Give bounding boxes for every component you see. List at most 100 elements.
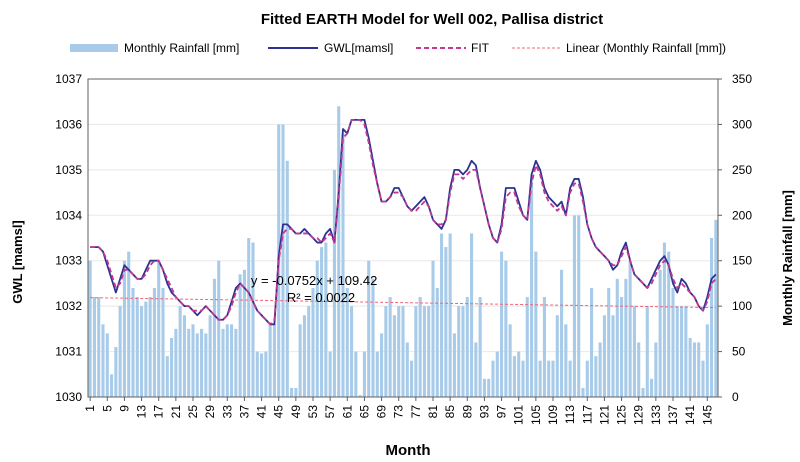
rainfall-bar (174, 328, 178, 397)
y-tick-label: 1036 (55, 117, 82, 131)
rainfall-bar (572, 215, 576, 397)
rainfall-bar (521, 360, 525, 397)
rainfall-bar (320, 247, 324, 397)
rainfall-bar (452, 333, 456, 397)
rainfall-bar (242, 269, 246, 397)
rainfall-bar (255, 351, 259, 397)
rainfall-bar (127, 251, 131, 397)
rainfall-bar (435, 287, 439, 397)
rainfall-bar (105, 333, 109, 397)
y2-tick-label: 100 (732, 299, 752, 313)
rainfall-bar (281, 124, 285, 397)
rainfall-bar (290, 387, 294, 397)
rainfall-bar (692, 342, 696, 397)
x-tick-label: 61 (340, 405, 354, 419)
x-tick-label: 105 (529, 405, 543, 425)
rainfall-bar (414, 306, 418, 397)
rainfall-bar (328, 351, 332, 397)
rainfall-bar (268, 324, 272, 397)
rainfall-bar (187, 328, 191, 397)
rainfall-bar (401, 306, 405, 397)
x-tick-label: 17 (152, 405, 166, 419)
rainfall-bar (598, 342, 602, 397)
x-tick-label: 89 (460, 405, 474, 419)
rainfall-bar (491, 360, 495, 397)
rainfall-bar (225, 324, 229, 397)
rainfall-bar (564, 324, 568, 397)
rainfall-bar (658, 269, 662, 397)
rainfall-bar (620, 297, 624, 397)
rainfall-bar (230, 324, 234, 397)
rainfall-bar (641, 387, 645, 397)
rainfall-bar (650, 378, 654, 397)
rainfall-bar (512, 356, 516, 397)
rainfall-bar (448, 233, 452, 397)
chart-title: Fitted EARTH Model for Well 002, Pallisa… (261, 11, 603, 28)
rainfall-bar (645, 306, 649, 397)
rainfall-bar (555, 315, 559, 397)
rainfall-bar (577, 215, 581, 397)
rainfall-bar (461, 306, 465, 397)
rainfall-bar (332, 169, 336, 397)
rainfall-bar (144, 301, 148, 397)
rainfall-bars (88, 106, 718, 397)
y2-axis-title: Monthly Rainfall [mm] (780, 190, 795, 326)
legend-label-fit: FIT (471, 41, 490, 55)
rainfall-bar (671, 287, 675, 397)
rainfall-bar (178, 306, 182, 397)
rainfall-bar (161, 287, 165, 397)
rainfall-bar (345, 287, 349, 397)
rainfall-bar (632, 306, 636, 397)
left-axis-ticks: 1030 1031 1032 1033 1034 1035 1036 1037 (55, 72, 82, 404)
y-tick-label: 1034 (55, 208, 82, 222)
x-tick-label: 1 (83, 405, 97, 412)
rainfall-bar (585, 360, 589, 397)
rainfall-bar (97, 297, 101, 397)
rainfall-bar (392, 315, 396, 397)
rainfall-bar (667, 251, 671, 397)
rainfall-bar (92, 297, 96, 397)
rainfall-bar (191, 324, 195, 397)
rainfall-bar (440, 233, 444, 397)
rainfall-bar (285, 160, 289, 397)
rainfall-bar (264, 351, 268, 397)
rainfall-bar (615, 278, 619, 397)
rainfall-bar (341, 133, 345, 397)
rainfall-bar (602, 315, 606, 397)
rainfall-bar (637, 342, 641, 397)
rainfall-bar (384, 306, 388, 397)
rainfall-bar (560, 269, 564, 397)
rainfall-bar (710, 238, 714, 397)
rainfall-bar (581, 387, 585, 397)
rainfall-bar (354, 351, 358, 397)
x-tick-label: 117 (580, 405, 594, 424)
rainfall-bar (371, 278, 375, 397)
y-tick-label: 1033 (55, 254, 82, 268)
y2-tick-label: 250 (732, 163, 752, 177)
rainfall-bar (697, 342, 701, 397)
x-tick-label: 125 (615, 405, 629, 425)
rainfall-bar (367, 260, 371, 397)
x-tick-label: 85 (443, 405, 457, 419)
rainfall-bar (482, 378, 486, 397)
rainfall-bar (294, 387, 298, 397)
right-axis-ticks: 0 50 100 150 200 250 300 350 (718, 72, 752, 404)
rainfall-bar (221, 328, 225, 397)
y2-tick-label: 200 (732, 208, 752, 222)
x-tick-label: 73 (392, 405, 406, 419)
x-tick-label: 133 (649, 405, 663, 425)
rainfall-bar (324, 242, 328, 397)
rainfall-bar (302, 315, 306, 397)
rainfall-bar (135, 297, 139, 397)
x-tick-label: 109 (546, 405, 560, 425)
rainfall-bar (517, 351, 521, 397)
rainfall-bar (122, 260, 126, 397)
x-tick-label: 97 (495, 405, 509, 419)
y-axis-title: GWL [mamsl] (10, 220, 25, 304)
rainfall-bar (157, 260, 161, 397)
x-tick-label: 13 (135, 405, 149, 419)
rainfall-bar (662, 242, 666, 397)
legend-swatch-rainfall (70, 44, 118, 52)
rainfall-bar (388, 297, 392, 397)
